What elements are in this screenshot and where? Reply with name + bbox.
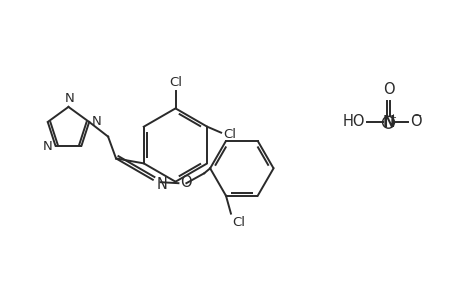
Text: N: N <box>64 92 74 105</box>
Text: N: N <box>92 116 102 128</box>
Text: N: N <box>157 177 167 192</box>
Text: Cl: Cl <box>231 216 244 229</box>
Text: −: − <box>413 111 421 121</box>
Text: Cl: Cl <box>223 128 235 141</box>
Text: O: O <box>382 82 393 98</box>
Text: O: O <box>180 175 191 190</box>
Text: N: N <box>381 115 394 130</box>
Text: +: + <box>389 113 396 122</box>
Text: Cl: Cl <box>168 76 182 88</box>
Text: N: N <box>43 140 53 153</box>
Text: HO: HO <box>341 114 364 129</box>
Text: O: O <box>409 114 421 129</box>
